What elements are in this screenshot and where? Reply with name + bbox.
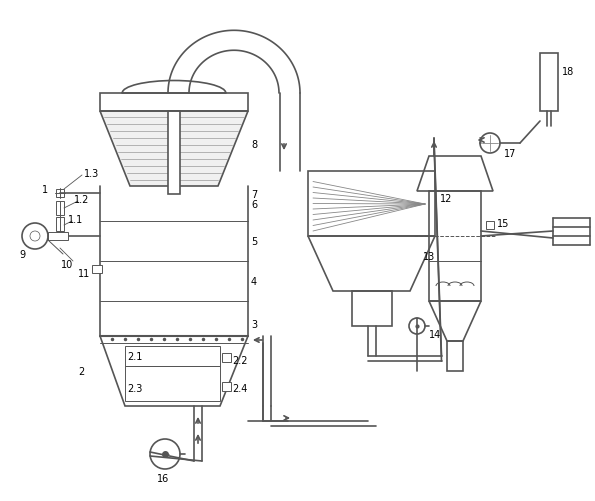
Bar	[92, 266, 102, 274]
Text: 8: 8	[251, 139, 257, 149]
Polygon shape	[100, 112, 248, 187]
Bar	[429, 191, 481, 302]
Bar	[125, 366, 220, 401]
Text: 3: 3	[251, 319, 257, 329]
Text: 2: 2	[78, 366, 84, 376]
Text: 13: 13	[423, 252, 436, 262]
Text: 10: 10	[61, 260, 73, 270]
Text: 2.1: 2.1	[127, 351, 142, 361]
Text: 17: 17	[504, 149, 516, 159]
Bar	[56, 217, 64, 231]
Text: 2.2: 2.2	[232, 355, 248, 365]
Text: 18: 18	[562, 67, 574, 77]
Bar	[100, 94, 248, 112]
Text: 1.2: 1.2	[74, 194, 89, 204]
Text: 2.4: 2.4	[232, 383, 248, 393]
Bar	[540, 54, 558, 112]
Bar	[48, 232, 68, 240]
Bar	[125, 346, 220, 366]
Text: 15: 15	[497, 218, 509, 228]
Text: 6: 6	[251, 199, 257, 209]
Bar	[352, 292, 392, 326]
Text: 9: 9	[19, 249, 25, 260]
Bar	[222, 353, 231, 362]
Bar	[486, 221, 494, 229]
Text: 4: 4	[251, 277, 257, 287]
Bar	[56, 201, 64, 215]
Text: 1: 1	[42, 185, 48, 194]
Text: 5: 5	[251, 236, 257, 246]
Bar	[308, 172, 435, 236]
Bar	[447, 341, 463, 371]
Text: 14: 14	[429, 329, 441, 339]
Bar	[168, 112, 180, 194]
Text: 16: 16	[157, 473, 169, 483]
Bar	[222, 382, 231, 391]
Text: 1.1: 1.1	[68, 214, 83, 224]
Text: 12: 12	[440, 194, 452, 204]
Text: 2.3: 2.3	[127, 383, 142, 393]
Text: 1.3: 1.3	[84, 169, 99, 179]
Text: 11: 11	[78, 269, 90, 279]
Bar	[56, 189, 64, 197]
Text: 7: 7	[251, 189, 257, 199]
